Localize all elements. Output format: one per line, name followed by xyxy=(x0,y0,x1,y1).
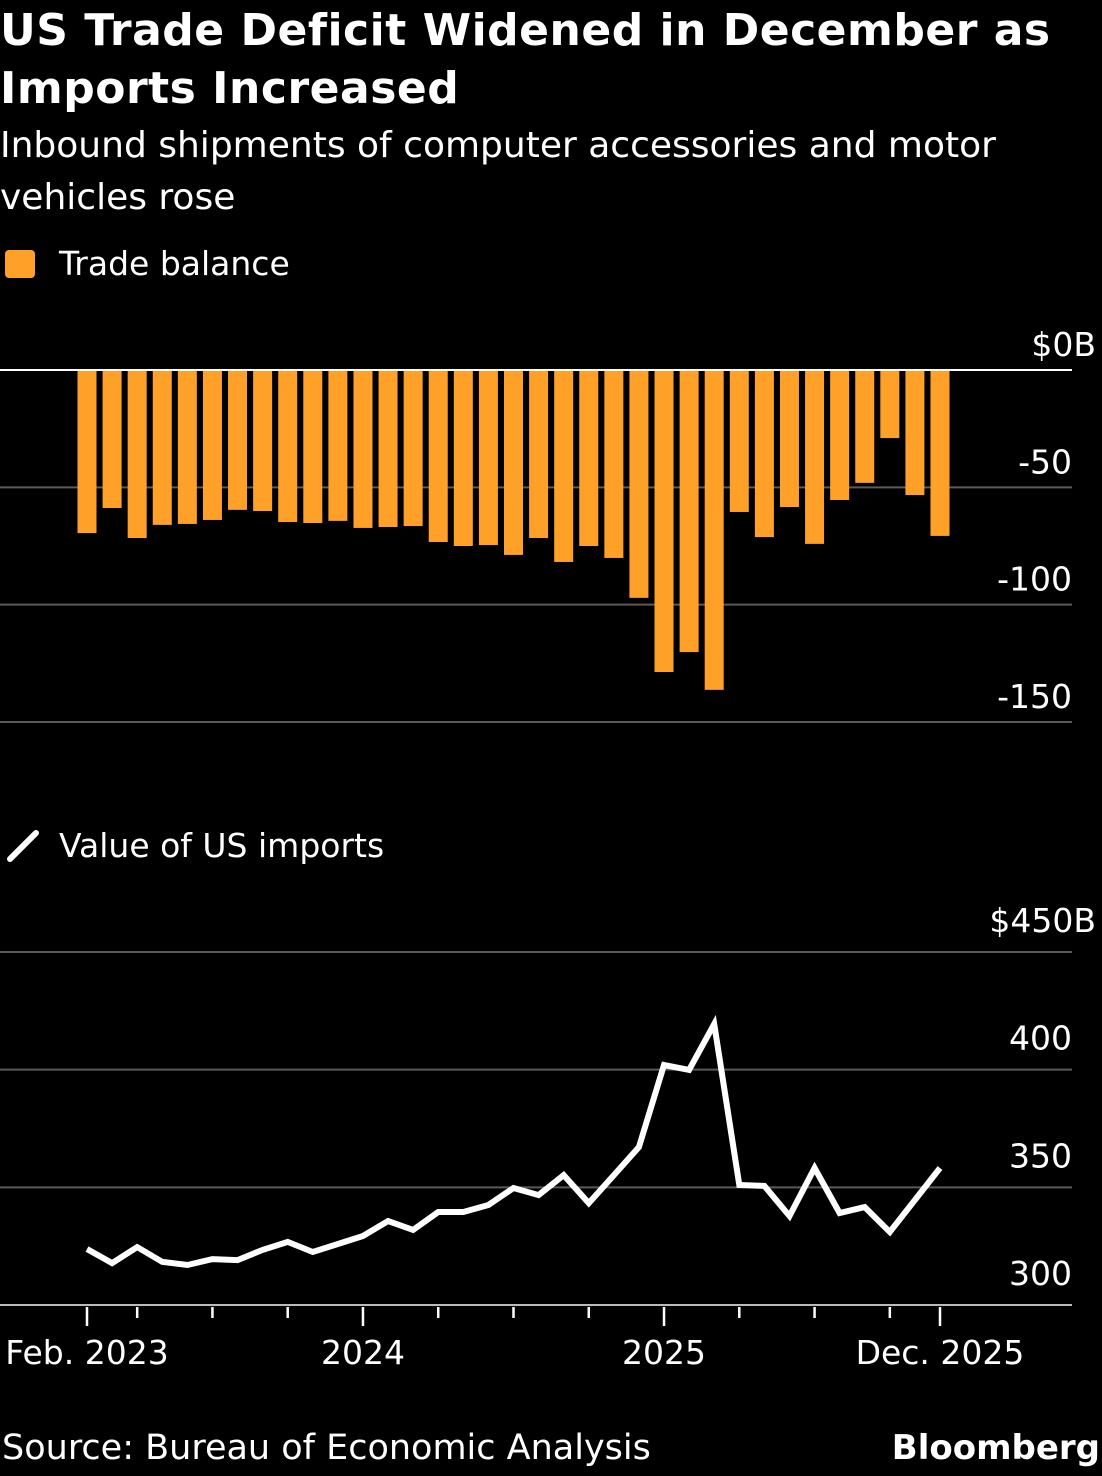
bar xyxy=(428,371,448,543)
bar xyxy=(328,371,348,521)
bar xyxy=(704,371,724,690)
bar xyxy=(504,371,523,555)
x-tick-label: 2024 xyxy=(321,1333,405,1372)
bar xyxy=(378,371,398,527)
bar xyxy=(554,371,574,562)
bar xyxy=(529,371,549,539)
y-tick-label: $450B xyxy=(989,901,1096,940)
bar xyxy=(353,371,373,528)
y-tick-label: -50 xyxy=(1018,442,1072,481)
y-tick-label: 350 xyxy=(1009,1136,1072,1175)
bar xyxy=(779,371,799,508)
bar xyxy=(805,371,825,544)
bar xyxy=(754,371,774,538)
bar xyxy=(303,371,323,524)
bar xyxy=(729,371,749,512)
x-tick-label: Dec. 2025 xyxy=(856,1333,1025,1372)
x-tick-label: 2025 xyxy=(622,1333,706,1372)
bloomberg-logo: Bloomberg xyxy=(891,1428,1100,1468)
bar xyxy=(880,371,900,439)
bar xyxy=(905,371,925,496)
bar xyxy=(127,371,147,539)
bar xyxy=(202,371,222,520)
bar xyxy=(629,371,649,598)
bar xyxy=(102,371,122,508)
x-tick-label: Feb. 2023 xyxy=(5,1333,168,1372)
bar xyxy=(855,371,875,483)
y-tick-label: 400 xyxy=(1009,1019,1072,1058)
source-note: Source: Bureau of Economic Analysis xyxy=(2,1428,651,1468)
legend-trade-balance: Trade balance xyxy=(5,244,290,283)
chart-subtitle: Inbound shipments of computer accessorie… xyxy=(0,125,996,218)
bar xyxy=(604,371,624,558)
bar xyxy=(403,371,423,527)
bar xyxy=(930,371,950,536)
y-tick-label: $0B xyxy=(1031,325,1096,364)
bar xyxy=(478,371,498,546)
legend-label: Value of US imports xyxy=(59,826,385,865)
bar xyxy=(253,371,273,512)
y-tick-label: -100 xyxy=(997,560,1072,599)
y-tick-label: -150 xyxy=(997,677,1072,716)
bar xyxy=(453,371,473,546)
bar xyxy=(152,371,172,525)
bar xyxy=(77,371,97,534)
y-tick-label: 300 xyxy=(1009,1254,1072,1293)
chart-title: US Trade Deficit Widened in December as … xyxy=(0,5,1051,114)
legend-imports: Value of US imports xyxy=(5,826,384,865)
bar xyxy=(654,371,674,673)
bar xyxy=(579,371,599,546)
bar xyxy=(228,371,248,510)
bar xyxy=(830,371,850,501)
legend-line-icon xyxy=(7,829,39,862)
bar xyxy=(278,371,298,523)
imports-line xyxy=(85,1014,943,1269)
bar xyxy=(177,371,197,524)
legend-label: Trade balance xyxy=(59,244,290,283)
legend-swatch-bar xyxy=(5,249,35,278)
bar xyxy=(679,371,699,653)
